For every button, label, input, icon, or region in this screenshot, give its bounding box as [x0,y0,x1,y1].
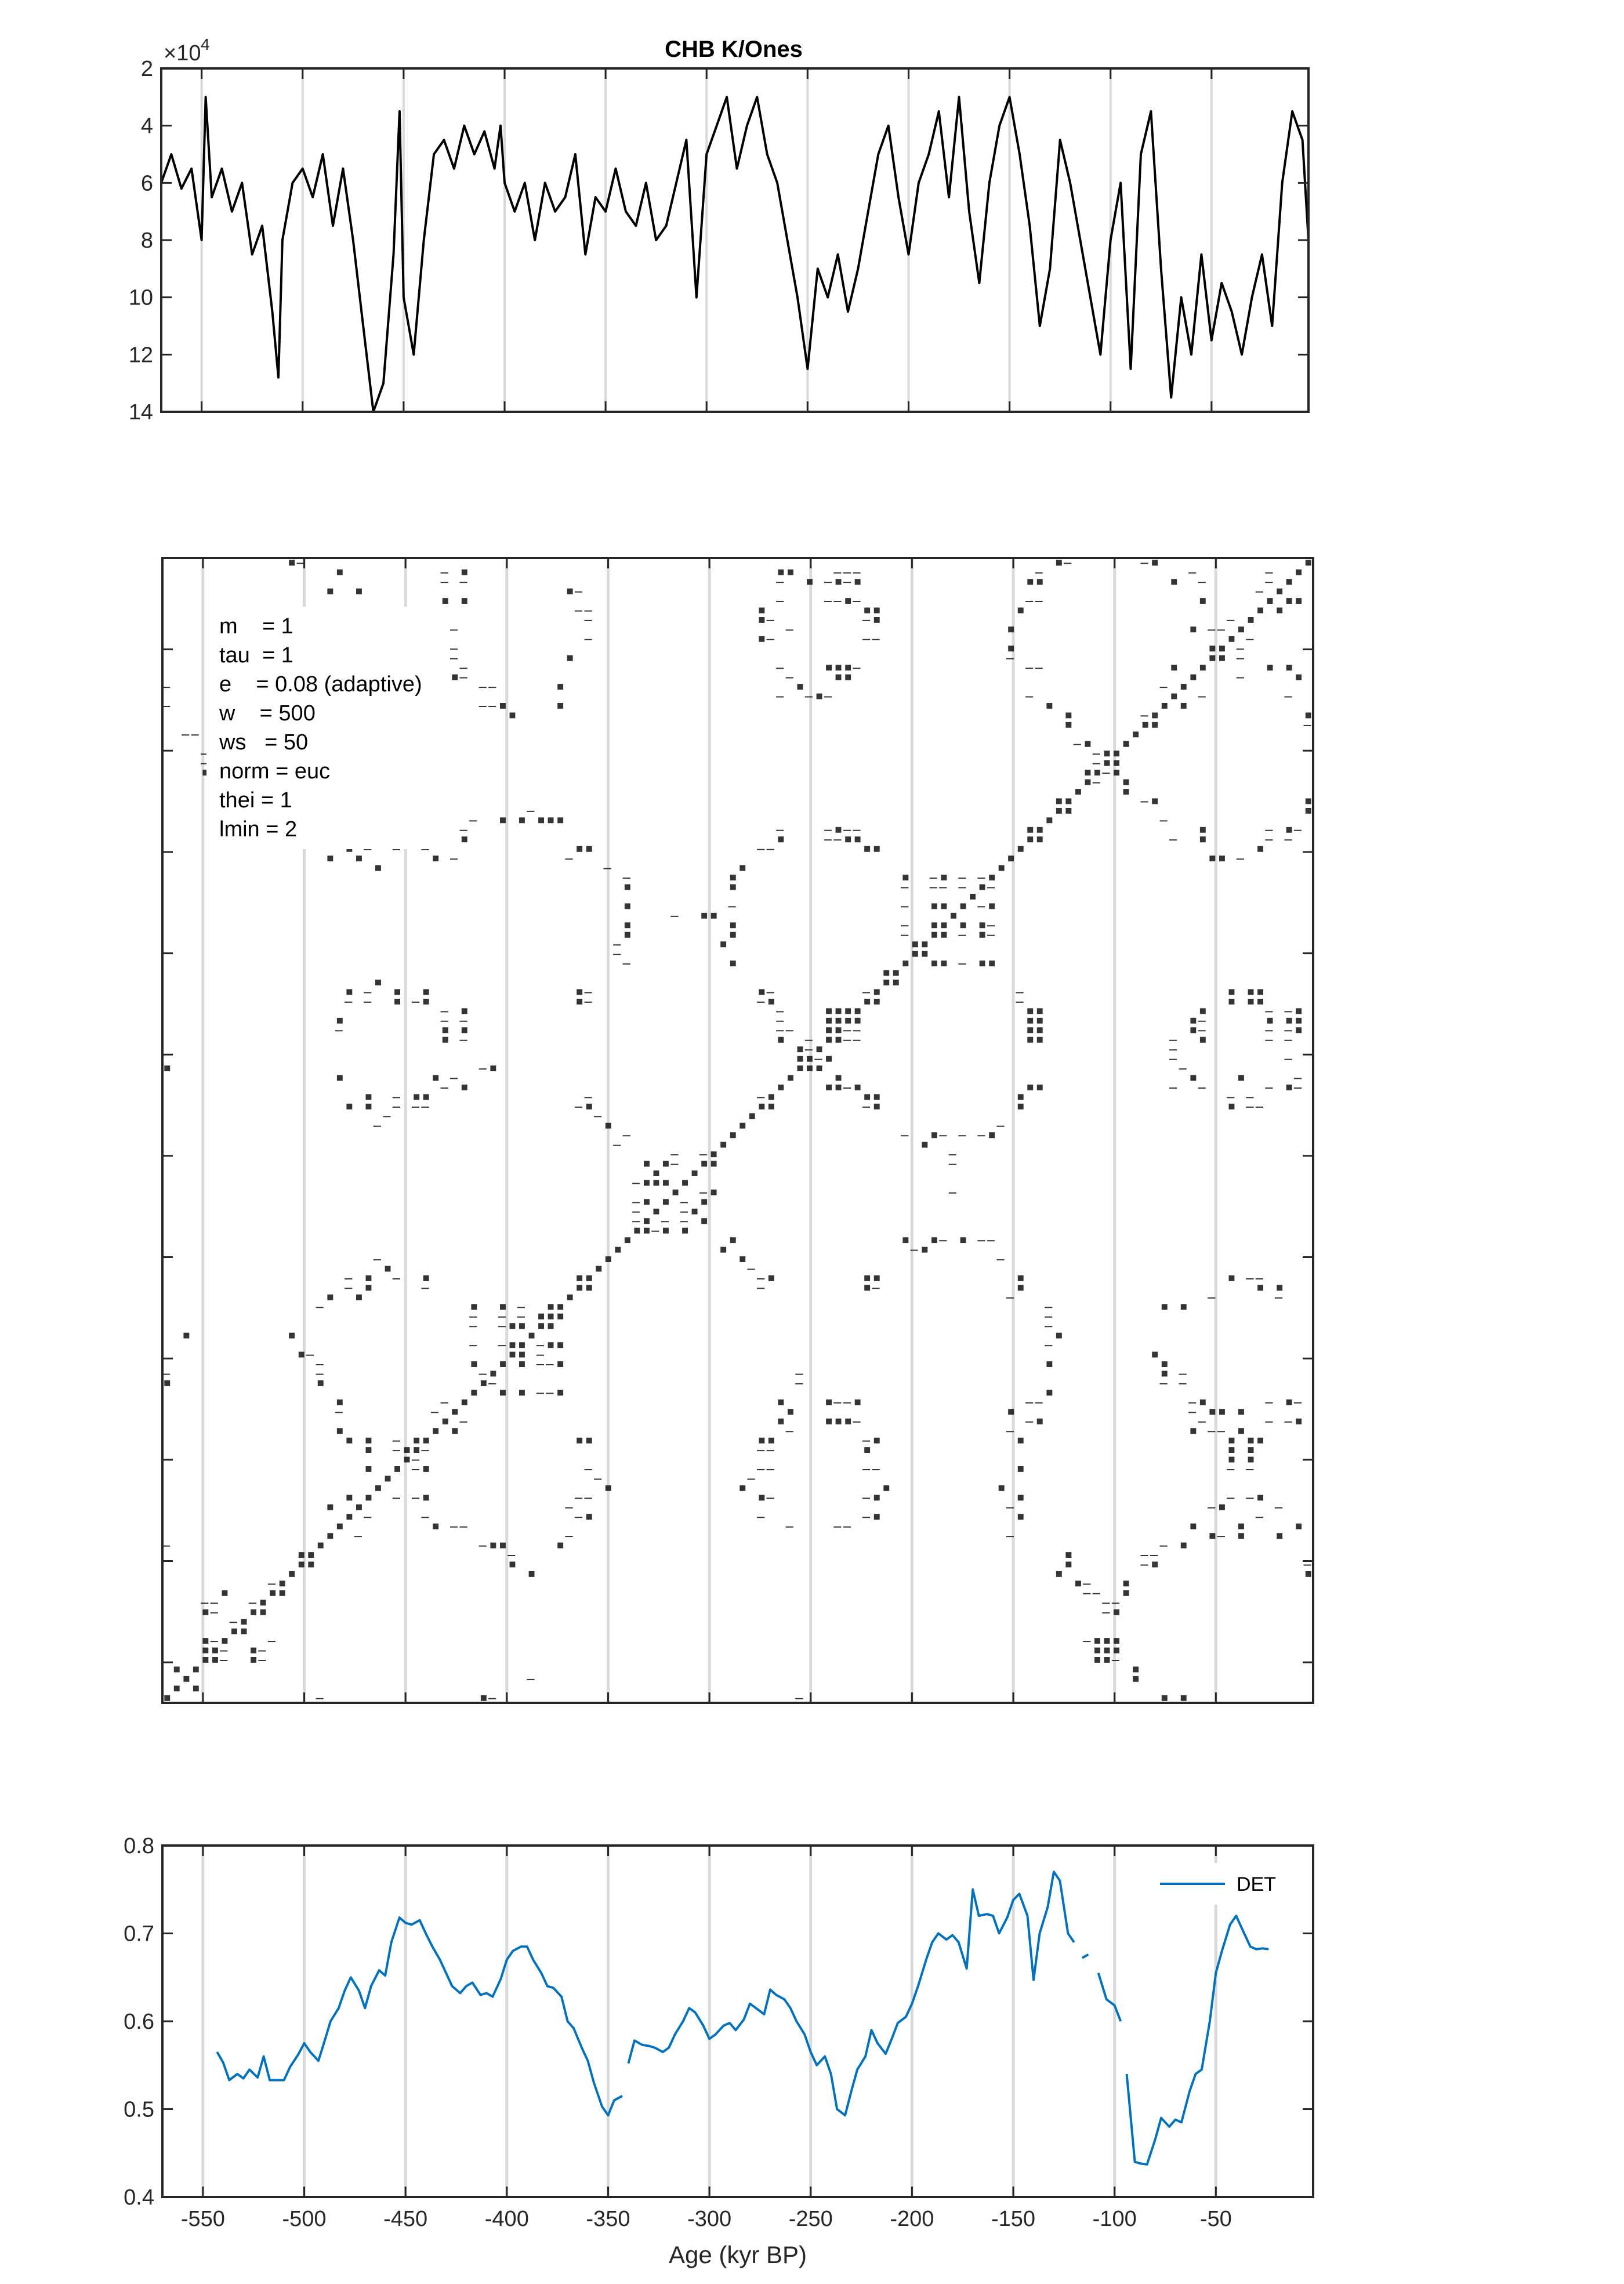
parameter-line: lmin = 2 [219,817,297,842]
parameter-line: tau = 1 [219,643,293,668]
top-series-path [160,96,1310,413]
chart-title: CHB K/Ones [665,37,803,62]
y-axis-exponent: ×10 4 [164,35,210,66]
parameter-line: thei = 1 [219,788,292,813]
top-y-tick-label: 4 [141,114,153,139]
det-y-tick-label: 0.7 [124,1922,154,1946]
det-line-segment [216,1916,623,2117]
exponent-power: 4 [201,35,210,53]
det-gridlines [201,1846,1217,2197]
top-gridlines [200,68,1213,412]
det-panel: 0.4 0.5 0.6 0.7 0.8 -550 -500 -450 -400 -350 -300… [124,1834,1314,2268]
det-x-tick-label: -250 [789,2207,833,2231]
det-y-ticks: 0.4 0.5 0.6 0.7 0.8 [124,1834,1313,2210]
det-y-tick-label: 0.6 [124,2010,154,2034]
det-x-tick-label: -550 [181,2207,225,2231]
det-line-segment [1125,1915,1269,2166]
exponent-base: ×10 [164,41,201,66]
parameter-background [206,607,450,849]
top-y-tick-label: 8 [141,229,153,253]
recurrence-ticks [162,558,1313,1703]
det-y-tick-label: 0.5 [124,2098,154,2122]
det-x-tick-label: -50 [1200,2207,1232,2231]
det-x-tick-label: -350 [586,2207,630,2231]
top-x-ticks [201,68,1213,412]
det-x-tick-label: -100 [1093,2207,1137,2231]
recurrence-plot-panel: m = 1 tau = 1 e = 0.08 (adaptive) w = 500 ws… [161,557,1314,1704]
recurrence-axes-box [161,557,1314,1704]
det-series-line [216,1870,1269,2166]
parameter-line: m = 1 [219,614,293,639]
top-y-ticks: 2 4 6 8 10 12 14 [129,57,1308,425]
top-series-panel: CHB K/Ones ×10 4 2 4 6 8 10 12 14 [129,35,1310,425]
legend-label-det: DET [1237,1873,1276,1895]
det-x-tick-label: -150 [991,2207,1035,2231]
det-line-segment [1081,1953,1089,1959]
det-x-tick-label: -450 [383,2207,427,2231]
det-line-segment [1097,1973,1122,2022]
det-x-tick-label: -300 [687,2207,731,2231]
legend: DET [1147,1863,1303,1905]
parameter-list: m = 1 tau = 1 e = 0.08 (adaptive) w = 500 ws… [206,607,450,849]
det-y-tick-label: 0.8 [124,1834,154,1858]
parameter-line: e = 0.08 (adaptive) [219,672,422,697]
top-y-tick-label: 10 [129,286,153,310]
det-x-tick-label: -500 [282,2207,326,2231]
det-y-tick-label: 0.4 [124,2185,154,2210]
top-y-tick-label: 6 [141,171,153,195]
recurrence-gridlines [201,558,1217,1703]
top-y-tick-label: 12 [129,343,153,367]
parameter-line: ws = 50 [219,730,308,755]
det-x-tick-label: -400 [485,2207,529,2231]
det-x-ticks: -550 -500 -450 -400 -350 -300 -250 -200 -150 -100… [181,1846,1232,2231]
x-axis-label: Age (kyr BP) [669,2241,807,2268]
det-line-segment [627,1870,1075,2117]
parameter-line: norm = euc [219,759,330,784]
top-series-line [160,96,1310,413]
top-y-tick-label: 2 [141,57,153,81]
det-x-tick-label: -200 [890,2207,934,2231]
det-axes-box [161,1844,1314,2198]
top-y-tick-label: 14 [129,400,153,425]
parameter-line: w = 500 [219,701,316,726]
